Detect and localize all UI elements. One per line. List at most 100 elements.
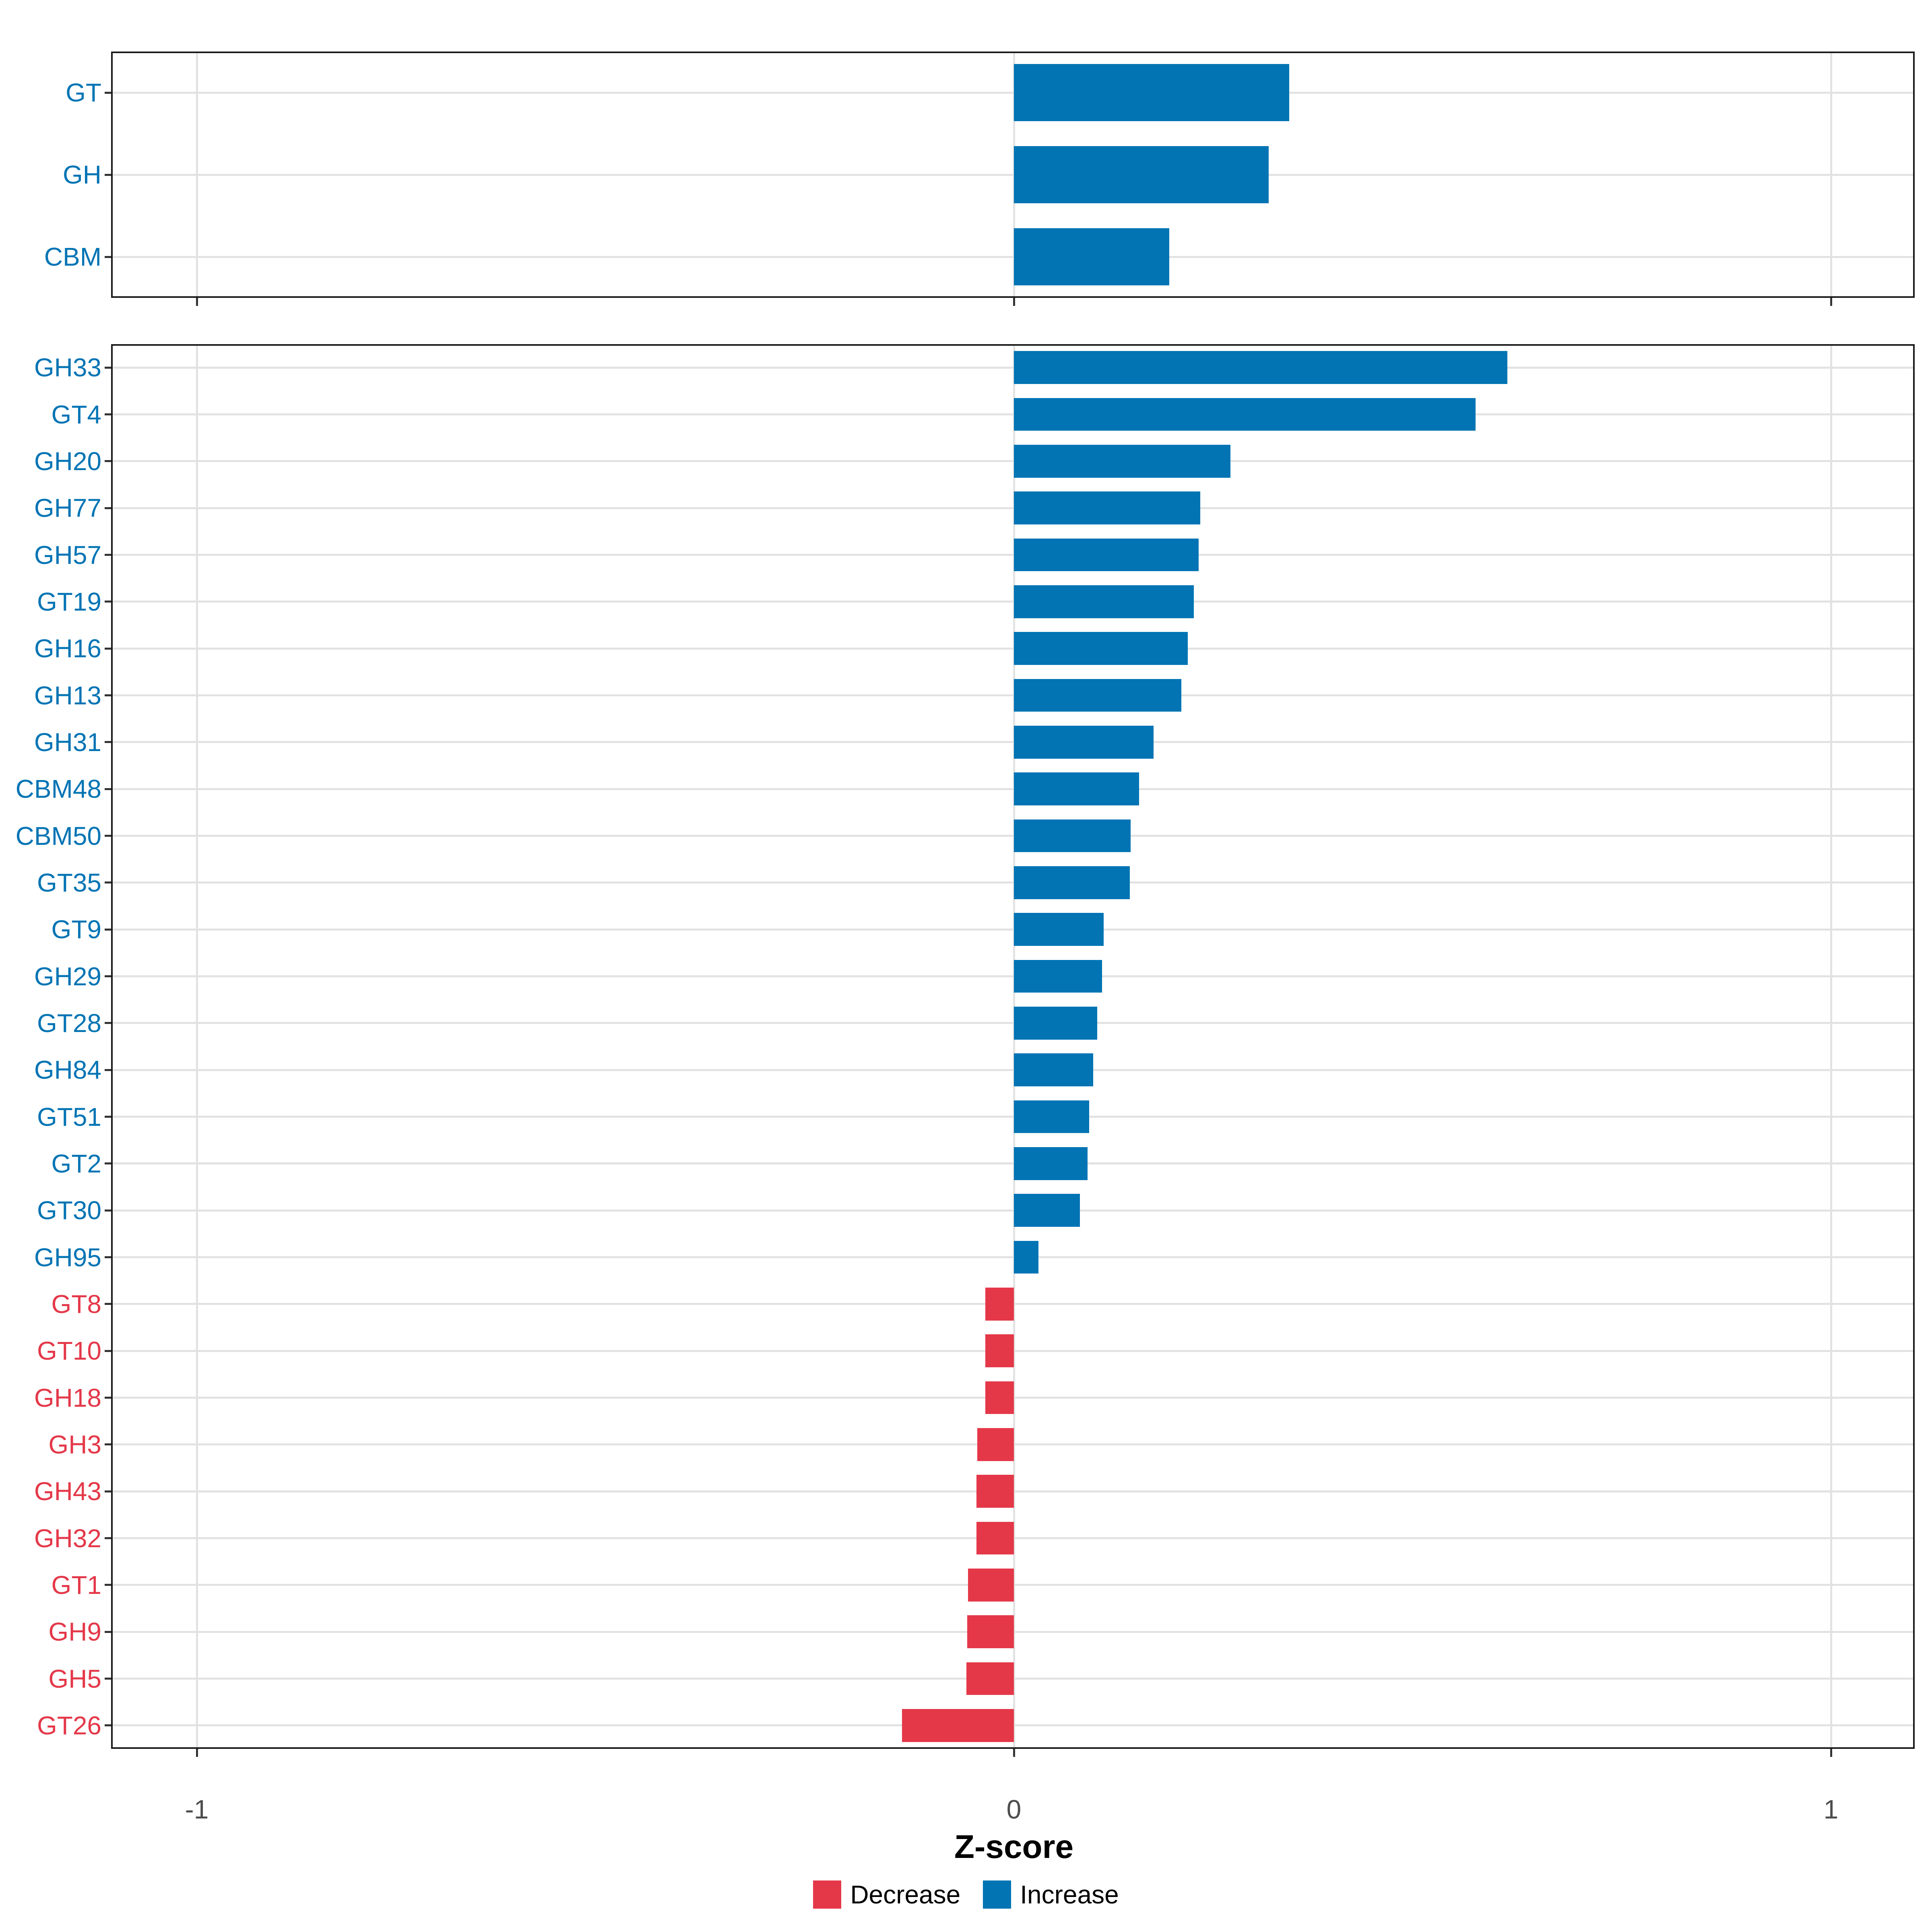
category-label-GH5: GH5 xyxy=(48,1664,101,1693)
gridline-row-GH13 xyxy=(111,694,1915,696)
bar-GT35 xyxy=(1014,866,1130,899)
bar-GT19 xyxy=(1014,585,1194,618)
category-tick-CBM50 xyxy=(105,835,111,837)
category-label-CBM: CBM xyxy=(44,242,101,271)
category-label-GH33: GH33 xyxy=(34,353,101,382)
category-label-GH43: GH43 xyxy=(34,1477,101,1506)
category-label-GT19: GT19 xyxy=(37,587,101,616)
category-label-GH29: GH29 xyxy=(34,962,101,991)
gridline-row-CBM xyxy=(111,256,1915,258)
category-label-GT28: GT28 xyxy=(37,1008,101,1038)
x-axis-tick-0 xyxy=(1013,1749,1015,1757)
category-tick-GT51 xyxy=(105,1116,111,1118)
gridline-row-GT30 xyxy=(111,1209,1915,1212)
x-axis-title: Z-score xyxy=(954,1829,1074,1865)
bar-GT51 xyxy=(1014,1100,1089,1133)
panel-cazyme-classes xyxy=(111,52,1915,298)
category-tick-CBM48 xyxy=(105,788,111,790)
category-tick-GH43 xyxy=(105,1490,111,1492)
legend-label-increase: Increase xyxy=(1020,1880,1119,1909)
category-tick-GH xyxy=(105,173,111,176)
bar-GT9 xyxy=(1014,913,1104,946)
category-tick-GH3 xyxy=(105,1443,111,1446)
category-label-GT1: GT1 xyxy=(51,1570,101,1600)
gridline-row-GH xyxy=(111,173,1915,176)
legend-label-decrease: Decrease xyxy=(850,1880,961,1909)
bar-GT30 xyxy=(1014,1194,1080,1227)
x-tick-label-1: 1 xyxy=(1823,1794,1839,1824)
category-tick-GH33 xyxy=(105,366,111,369)
x-tick-label-0: 0 xyxy=(1006,1794,1022,1824)
bar-GH43 xyxy=(976,1475,1014,1508)
category-label-GH3: GH3 xyxy=(48,1430,101,1459)
gridline-x-1 xyxy=(1830,344,1832,1749)
category-label-GH18: GH18 xyxy=(34,1383,101,1412)
category-tick-GT2 xyxy=(105,1162,111,1165)
bar-GH95 xyxy=(1014,1241,1038,1274)
gridline-row-GT35 xyxy=(111,881,1915,884)
bar-GH84 xyxy=(1014,1053,1093,1086)
category-label-GT4: GT4 xyxy=(51,400,101,429)
category-tick-GH5 xyxy=(105,1678,111,1680)
category-label-GT2: GT2 xyxy=(51,1149,101,1178)
category-tick-GH20 xyxy=(105,460,111,462)
gridline-row-GT2 xyxy=(111,1162,1915,1165)
gridline-row-CBM48 xyxy=(111,788,1915,790)
category-tick-GT xyxy=(105,91,111,94)
bar-GH31 xyxy=(1014,726,1154,759)
gridline-row-GH33 xyxy=(111,366,1915,369)
category-label-GH77: GH77 xyxy=(34,493,101,523)
category-tick-GT28 xyxy=(105,1022,111,1024)
category-tick-GH18 xyxy=(105,1397,111,1399)
bar-GT10 xyxy=(985,1334,1014,1367)
gridline-row-GH95 xyxy=(111,1256,1915,1258)
category-label-GH32: GH32 xyxy=(34,1523,101,1553)
category-tick-GT30 xyxy=(105,1209,111,1212)
bar-CBM48 xyxy=(1014,772,1139,805)
gridline-row-GH77 xyxy=(111,507,1915,509)
category-label-GH: GH xyxy=(63,160,101,189)
category-label-GT51: GT51 xyxy=(37,1102,101,1131)
category-label-GT: GT xyxy=(66,78,101,107)
bar-GH5 xyxy=(966,1662,1014,1695)
category-label-GH9: GH9 xyxy=(48,1617,101,1647)
category-tick-GH57 xyxy=(105,554,111,556)
gridline-row-GT xyxy=(111,91,1915,94)
bar-GT8 xyxy=(985,1288,1014,1321)
bar-GH16 xyxy=(1014,632,1188,665)
category-tick-GT19 xyxy=(105,601,111,603)
category-label-CBM48: CBM48 xyxy=(15,774,101,804)
category-label-GH95: GH95 xyxy=(34,1243,101,1272)
category-label-GT9: GT9 xyxy=(51,915,101,944)
bar-GT4 xyxy=(1014,398,1476,431)
bar-GH3 xyxy=(977,1428,1014,1461)
legend-item-decrease: Decrease xyxy=(813,1880,960,1909)
panel-cazyme-families xyxy=(111,344,1915,1749)
bar-GT1 xyxy=(968,1569,1014,1602)
category-tick-GH9 xyxy=(105,1631,111,1633)
bar-GT xyxy=(1014,64,1290,122)
category-tick-GT8 xyxy=(105,1303,111,1305)
gridline-row-GT4 xyxy=(111,413,1915,415)
category-label-GH13: GH13 xyxy=(34,681,101,710)
category-label-GT26: GT26 xyxy=(37,1711,101,1740)
category-tick-GH13 xyxy=(105,694,111,696)
bar-GH57 xyxy=(1014,538,1199,572)
gridline-row-GT9 xyxy=(111,928,1915,931)
bar-GH xyxy=(1014,146,1269,204)
gridline-row-GT19 xyxy=(111,601,1915,603)
gridline-row-GH20 xyxy=(111,460,1915,462)
bar-GH13 xyxy=(1014,679,1182,712)
bar-GT2 xyxy=(1014,1147,1088,1180)
category-tick-GH84 xyxy=(105,1069,111,1071)
category-label-CBM50: CBM50 xyxy=(15,821,101,850)
gridline-row-CBM50 xyxy=(111,835,1915,837)
legend-item-increase: Increase xyxy=(983,1880,1119,1909)
category-tick-GH16 xyxy=(105,647,111,650)
bar-GH9 xyxy=(967,1615,1014,1648)
legend-swatch-increase xyxy=(983,1880,1011,1909)
category-tick-GT35 xyxy=(105,881,111,884)
category-label-GH20: GH20 xyxy=(34,446,101,476)
bar-GT26 xyxy=(902,1709,1014,1742)
